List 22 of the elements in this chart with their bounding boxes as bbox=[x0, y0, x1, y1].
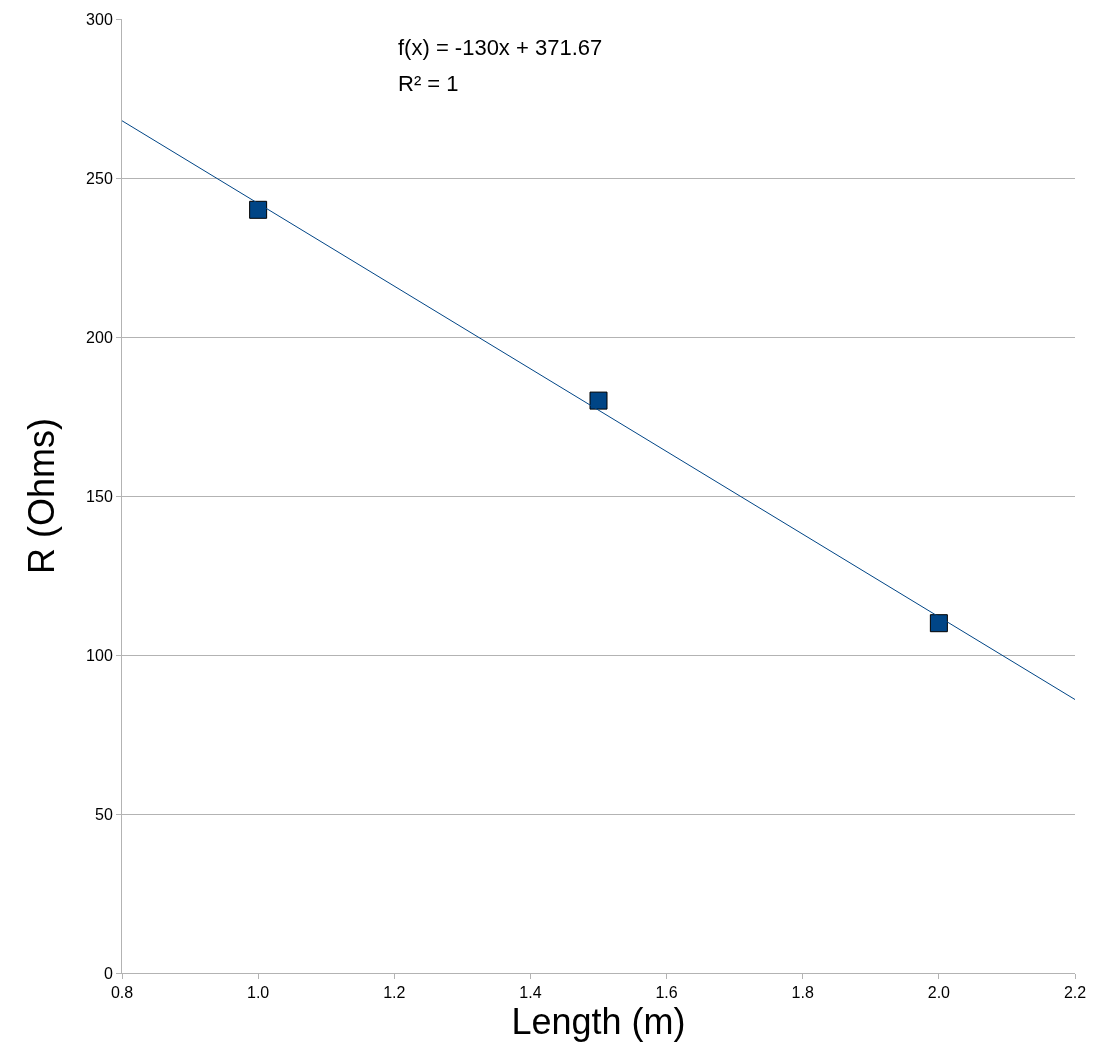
x-tick-label: 1.8 bbox=[791, 984, 814, 1002]
y-tick-label: 200 bbox=[86, 328, 113, 346]
y-tick-label: 50 bbox=[95, 805, 113, 823]
point bbox=[589, 391, 608, 410]
annotation: R² = 1 bbox=[398, 71, 459, 96]
x-tick-label: 2.2 bbox=[1063, 984, 1087, 1002]
y-tick-label: 150 bbox=[86, 487, 113, 505]
point bbox=[929, 614, 948, 633]
y-tick-label: 0 bbox=[103, 964, 113, 982]
x-tick-label: 2.0 bbox=[927, 984, 951, 1002]
x-tick-label: 1.6 bbox=[655, 984, 678, 1002]
y-tick-label: 100 bbox=[86, 646, 113, 664]
annotation: f(x) = -130x + 371.67 bbox=[398, 35, 603, 60]
y-tick-label: 300 bbox=[86, 10, 113, 28]
y-tick-label: 250 bbox=[86, 169, 113, 187]
point bbox=[249, 200, 268, 219]
x-tick-label: 1.0 bbox=[247, 984, 270, 1002]
y-axis-title: R (Ohms) bbox=[21, 418, 62, 574]
x-tick-label: 1.4 bbox=[519, 984, 542, 1002]
x-tick-label: 1.2 bbox=[383, 984, 406, 1002]
x-axis-title: Length (m) bbox=[511, 1001, 686, 1043]
x-tick-label: 0.8 bbox=[110, 984, 134, 1002]
